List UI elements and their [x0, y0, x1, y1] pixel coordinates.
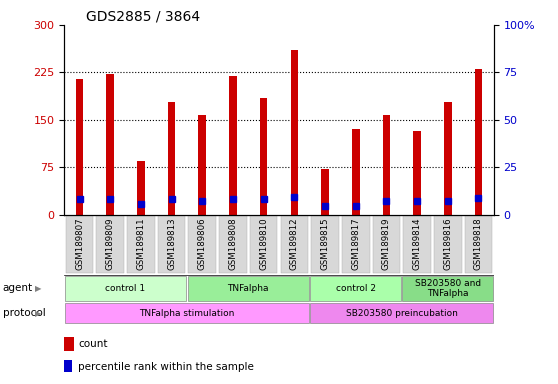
- FancyBboxPatch shape: [65, 276, 186, 301]
- Bar: [475, 69, 482, 215]
- Text: GSM189814: GSM189814: [412, 218, 422, 270]
- Text: protocol: protocol: [3, 308, 46, 318]
- FancyBboxPatch shape: [97, 216, 124, 273]
- Text: TNFalpha stimulation: TNFalpha stimulation: [140, 309, 234, 318]
- Text: GSM189812: GSM189812: [290, 218, 299, 270]
- Text: agent: agent: [3, 283, 33, 293]
- Text: GSM189808: GSM189808: [228, 218, 238, 270]
- Bar: [229, 76, 237, 215]
- Text: GSM189811: GSM189811: [136, 218, 146, 270]
- Text: ▶: ▶: [35, 309, 41, 318]
- FancyBboxPatch shape: [250, 216, 277, 273]
- Text: GSM189813: GSM189813: [167, 218, 176, 270]
- FancyBboxPatch shape: [403, 216, 431, 273]
- FancyBboxPatch shape: [310, 276, 401, 301]
- FancyBboxPatch shape: [465, 216, 492, 273]
- Text: count: count: [78, 339, 108, 349]
- Text: GDS2885 / 3864: GDS2885 / 3864: [86, 10, 200, 24]
- Text: GSM189815: GSM189815: [320, 218, 330, 270]
- Text: GSM189817: GSM189817: [351, 218, 360, 270]
- Bar: [383, 115, 390, 215]
- FancyBboxPatch shape: [219, 216, 247, 273]
- Text: GSM189807: GSM189807: [75, 218, 84, 270]
- Text: GSM189806: GSM189806: [198, 218, 207, 270]
- FancyBboxPatch shape: [310, 303, 493, 323]
- FancyBboxPatch shape: [281, 216, 308, 273]
- Text: control 2: control 2: [336, 284, 376, 293]
- Text: SB203580 and
TNFalpha: SB203580 and TNFalpha: [415, 278, 481, 298]
- FancyBboxPatch shape: [434, 216, 461, 273]
- FancyBboxPatch shape: [311, 216, 339, 273]
- Bar: [291, 50, 298, 215]
- Text: GSM189816: GSM189816: [443, 218, 453, 270]
- Text: SB203580 preincubation: SB203580 preincubation: [346, 309, 458, 318]
- Text: TNFalpha: TNFalpha: [228, 284, 269, 293]
- FancyBboxPatch shape: [158, 216, 185, 273]
- FancyBboxPatch shape: [373, 216, 400, 273]
- Bar: [137, 161, 145, 215]
- Text: GSM189809: GSM189809: [105, 218, 115, 270]
- Text: GSM189818: GSM189818: [474, 218, 483, 270]
- Bar: [199, 115, 206, 215]
- FancyBboxPatch shape: [65, 303, 309, 323]
- Text: GSM189819: GSM189819: [382, 218, 391, 270]
- FancyBboxPatch shape: [342, 216, 369, 273]
- Bar: [168, 102, 175, 215]
- Text: GSM189810: GSM189810: [259, 218, 268, 270]
- Bar: [107, 74, 114, 215]
- FancyBboxPatch shape: [66, 216, 93, 273]
- Bar: [413, 131, 421, 215]
- Text: control 1: control 1: [105, 284, 146, 293]
- Bar: [76, 79, 83, 215]
- Bar: [352, 129, 359, 215]
- Text: ▶: ▶: [35, 284, 41, 293]
- FancyBboxPatch shape: [189, 216, 216, 273]
- FancyBboxPatch shape: [402, 276, 493, 301]
- FancyBboxPatch shape: [127, 216, 155, 273]
- Bar: [444, 102, 451, 215]
- FancyBboxPatch shape: [187, 276, 309, 301]
- Bar: [260, 98, 267, 215]
- Bar: [321, 169, 329, 215]
- Text: percentile rank within the sample: percentile rank within the sample: [78, 362, 254, 372]
